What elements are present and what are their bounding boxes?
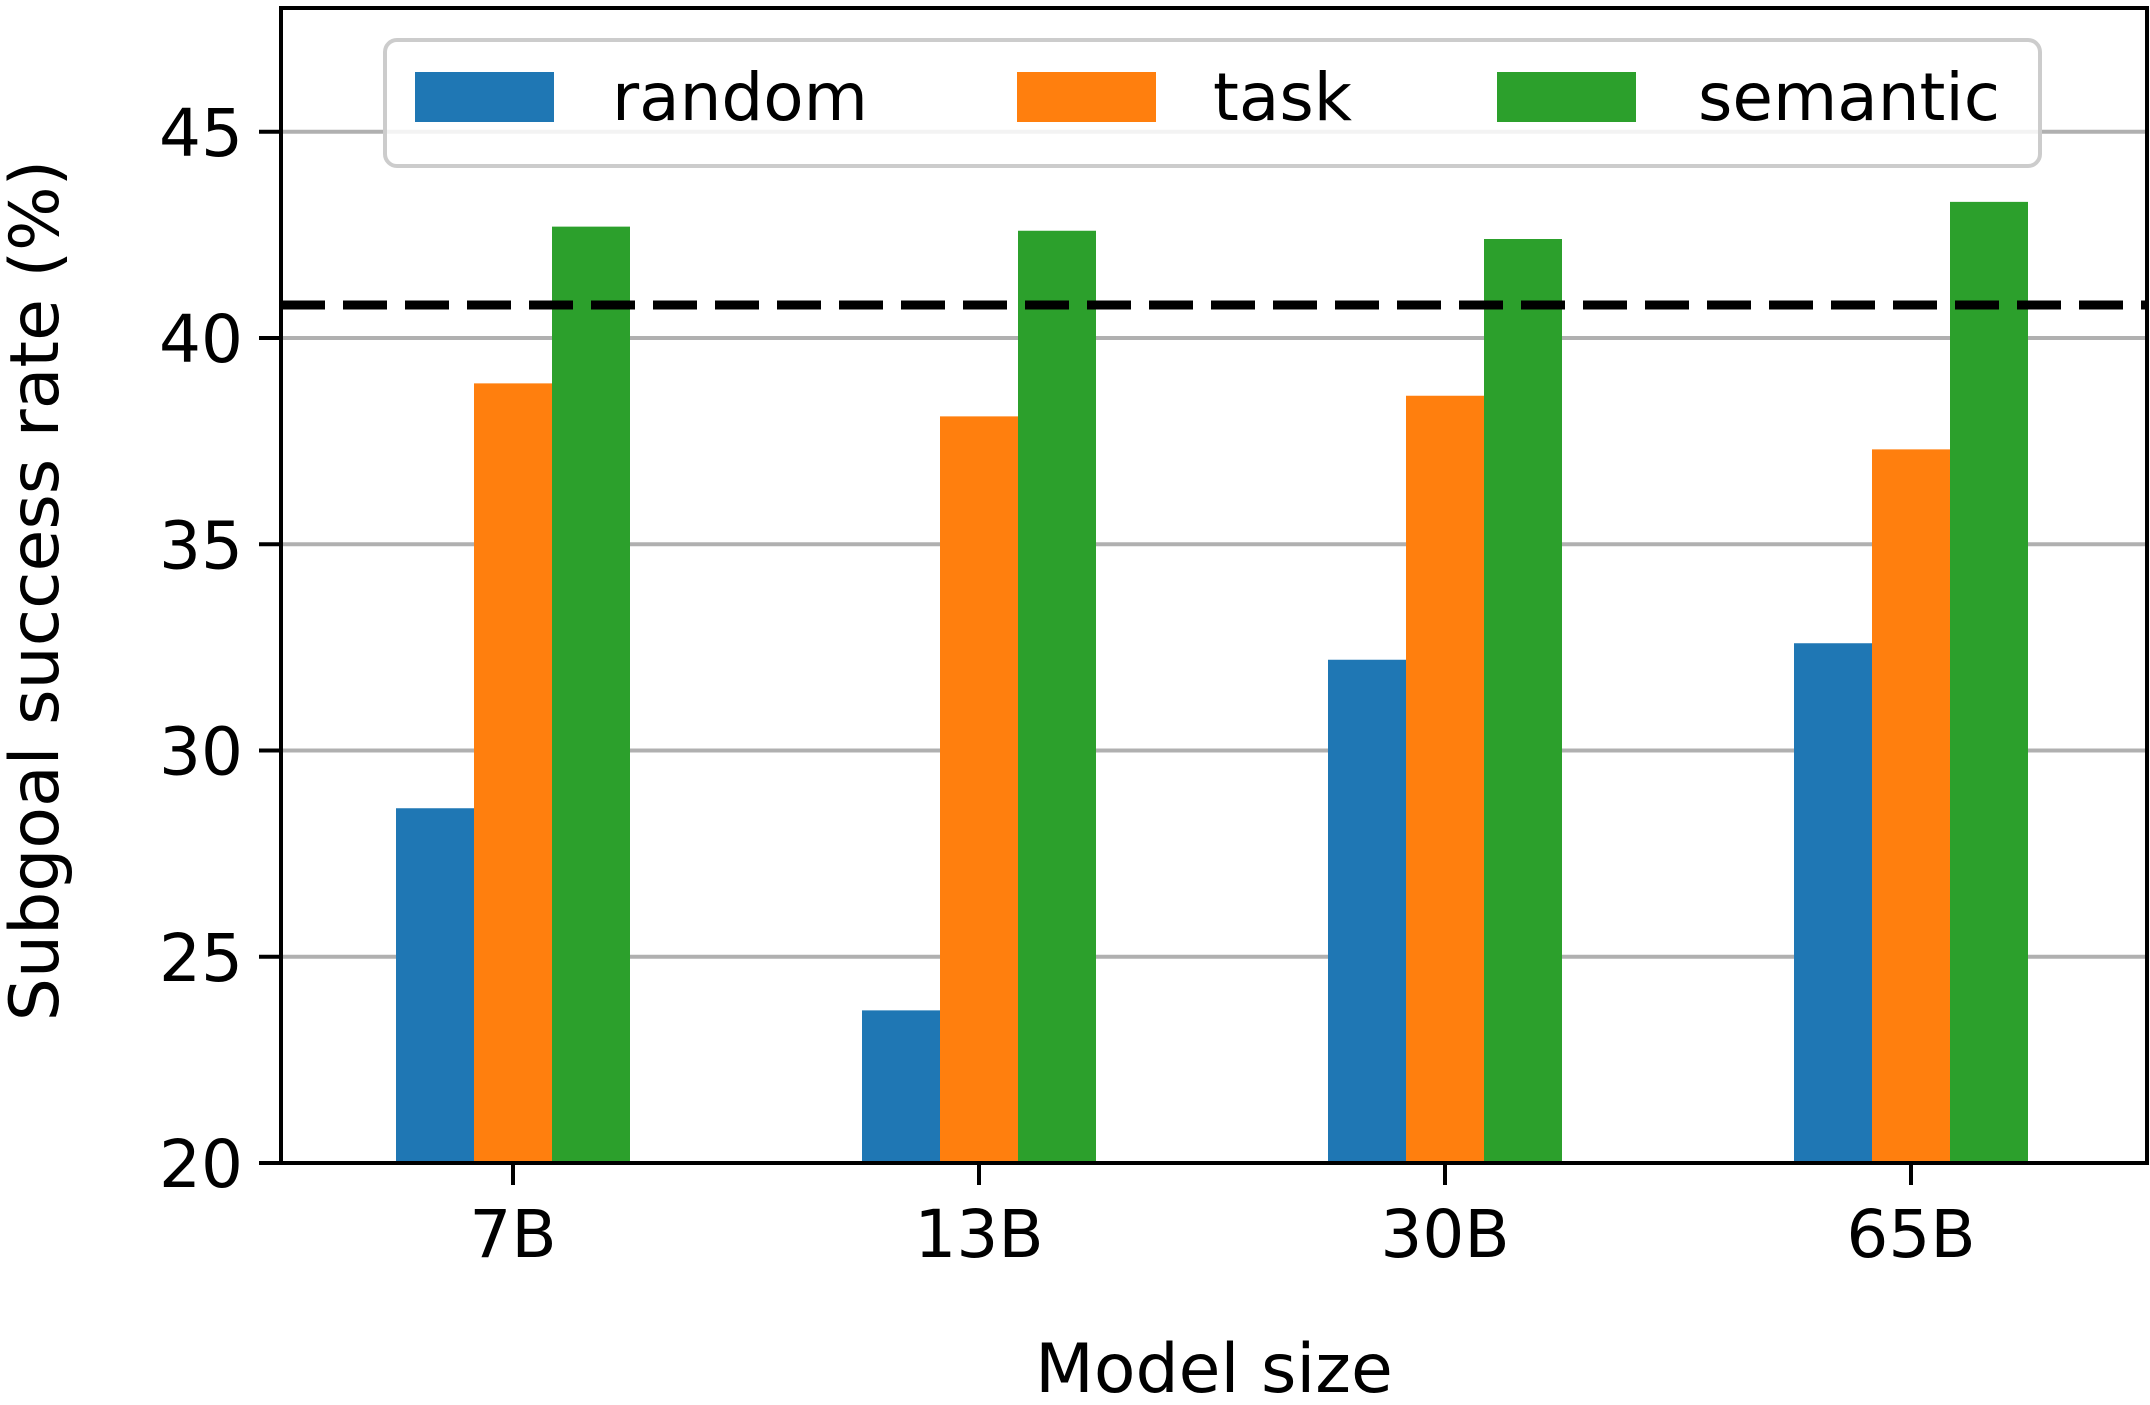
bar-random-13B [862, 1010, 940, 1163]
legend-label-task: task [1213, 59, 1353, 136]
legend-swatch-task [1017, 72, 1156, 122]
bar-semantic-7B [552, 226, 630, 1163]
y-tick-label: 35 [159, 507, 243, 584]
x-tick-label: 7B [469, 1196, 556, 1273]
bar-semantic-65B [1950, 201, 2028, 1163]
y-tick-label: 45 [159, 95, 243, 172]
legend-frame [383, 38, 2042, 168]
bar-task-7B [474, 383, 552, 1163]
bar-task-13B [940, 416, 1018, 1163]
plot-frame [279, 6, 2149, 1165]
bar-random-7B [396, 808, 474, 1163]
bar-semantic-13B [1018, 230, 1096, 1163]
y-tick-label: 20 [159, 1126, 243, 1203]
bar-random-30B [1328, 659, 1406, 1163]
legend-label-random: random [612, 59, 868, 136]
legend-swatch-semantic [1497, 72, 1636, 122]
x-tick-label: 65B [1846, 1196, 1975, 1273]
x-tick-label: 13B [914, 1196, 1043, 1273]
axis-ticks: 20 25 30 35 40 45 7B 13B 30B 65B [159, 95, 1976, 1273]
bar-semantic-30B [1484, 239, 1562, 1163]
x-axis-label: Model size [1035, 1330, 1393, 1400]
bar-task-30B [1406, 395, 1484, 1163]
y-tick-label: 25 [159, 920, 243, 997]
y-tick-label: 30 [159, 714, 243, 791]
y-axis-label: Subgoal success rate (%) [0, 160, 75, 1021]
legend-swatch-random [415, 72, 554, 122]
y-tick-label: 40 [159, 301, 243, 378]
x-tick-label: 30B [1380, 1196, 1509, 1273]
bar-task-65B [1872, 449, 1950, 1163]
legend: random task semantic [383, 38, 2042, 168]
legend-label-semantic: semantic [1698, 59, 2000, 136]
bar-random-65B [1794, 643, 1872, 1163]
bars [396, 201, 2028, 1163]
